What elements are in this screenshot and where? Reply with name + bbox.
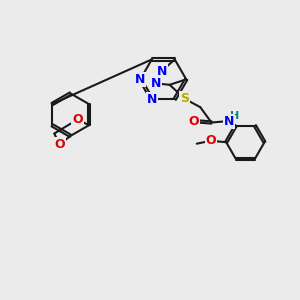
Text: N: N [147, 93, 157, 106]
Text: N: N [157, 64, 167, 77]
Text: O: O [54, 138, 64, 151]
Text: N: N [151, 77, 161, 90]
Text: H: H [230, 111, 239, 121]
Text: O: O [206, 134, 216, 147]
Text: S: S [181, 92, 190, 105]
Text: O: O [188, 115, 199, 128]
Text: N: N [224, 115, 234, 128]
Text: N: N [135, 73, 146, 86]
Text: O: O [72, 113, 83, 126]
